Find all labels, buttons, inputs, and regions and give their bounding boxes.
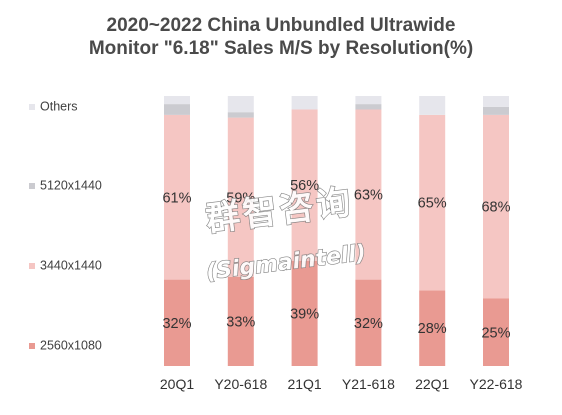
data-label: 65% [418,196,447,212]
bar-segment-5120x1440-y22-618 [483,106,509,115]
bar-segment-2560x1080-20q1 [164,279,190,366]
bar-segment-others-y21-618 [355,96,382,105]
bar-segment-others-y20-618 [227,96,254,113]
data-labels-layer: 32% 61% 33% 59% 39% 56% 32% 63% 28% 65% 25% 68% [162,178,510,341]
bar-segment-others-y22-618 [483,96,509,107]
chart-title-line-1: 2020~2022 China Unbundled Ultrawide [106,15,456,36]
bar-segment-5120x1440-y20-618 [227,112,254,118]
bar-segment-2560x1080-21q1 [291,260,318,366]
bar-segment-others-21q1 [291,96,318,110]
legend-label: 3440x1440 [40,259,102,273]
bar-segment-3440x1440-y22-618 [483,114,509,299]
data-label: 61% [162,190,191,206]
data-label: 32% [354,316,383,332]
legend-label: 5120x1440 [40,179,102,193]
bar-segment-2560x1080-y22-618 [483,298,509,366]
x-axis-tick-labels: 20Q1 Y20-618 21Q1 Y21-618 22Q1 Y22-618 [160,376,523,392]
chart-title-line-2: Monitor "6.18" Sales M/S by Resolution(%… [88,38,474,59]
legend-label: 2560x1080 [40,339,102,353]
data-label: 39% [290,306,319,322]
bars-layer [164,96,509,366]
legend-swatch [29,343,35,349]
data-label: 68% [481,200,510,216]
x-tick-label: 22Q1 [415,376,449,392]
bar-segment-others-20q1 [164,96,190,105]
bar-segment-2560x1080-y20-618 [227,276,254,366]
bar-segment-3440x1440-22q1 [419,114,446,291]
data-label: 59% [226,190,255,206]
watermark-logo: 群智咨询 (Sigmaintell) [203,181,368,285]
bar-segment-5120x1440-y21-618 [355,104,382,110]
bar-segment-3440x1440-y21-618 [355,109,382,280]
x-tick-label: Y22-618 [470,376,523,392]
x-tick-label: 21Q1 [287,376,321,392]
bar-segment-others-22q1 [419,96,446,115]
bar-segment-3440x1440-21q1 [291,109,318,261]
legend-swatch [29,263,35,269]
bar-segment-3440x1440-20q1 [164,114,190,280]
legend: Others 5120x1440 3440x1440 2560x1080 [29,100,102,353]
bar-segment-2560x1080-y21-618 [355,279,382,366]
chart-title: 2020~2022 China Unbundled Ultrawide Moni… [0,14,562,60]
data-label: 28% [418,321,447,337]
bar-segment-3440x1440-y20-618 [227,117,254,277]
legend-label: Others [40,100,78,114]
x-tick-label: Y20-618 [214,376,267,392]
data-label: 32% [162,316,191,332]
data-label: 25% [481,325,510,341]
x-tick-label: Y21-618 [342,376,395,392]
bar-segment-5120x1440-20q1 [164,104,190,115]
legend-swatch [29,104,35,110]
bar-segment-2560x1080-22q1 [419,290,446,366]
x-tick-label: 20Q1 [160,376,194,392]
legend-swatch [29,183,35,189]
data-label: 33% [226,314,255,330]
data-label: 63% [354,188,383,204]
data-label: 56% [290,178,319,194]
